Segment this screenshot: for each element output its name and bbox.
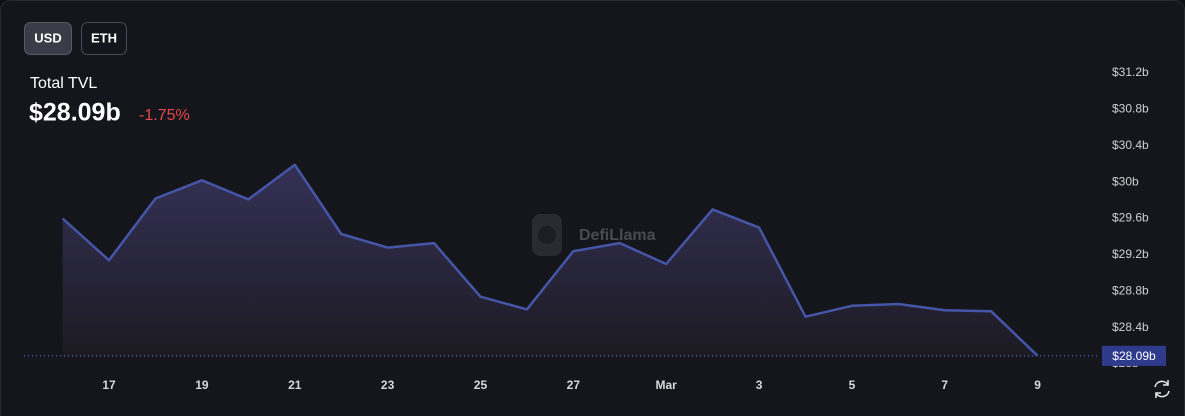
eth-label[interactable]: ETH [91, 30, 117, 45]
x-tick-label: 23 [381, 378, 395, 392]
x-tick-label: 17 [102, 378, 116, 392]
metric-title: Total TVL [30, 75, 97, 92]
line [61, 163, 1039, 357]
x-tick-label: 21 [288, 378, 302, 392]
y-tick-label: $29.6b [1112, 211, 1149, 225]
x-tick-label: Mar [656, 378, 678, 392]
refresh-icon[interactable] [1154, 380, 1170, 398]
y-tick-label: $30b [1112, 174, 1139, 188]
watermark: DefiLlama [532, 214, 656, 256]
current-value-badge [1102, 345, 1166, 366]
metric-change: -1.75% [139, 107, 190, 124]
y-tick-label: $28.4b [1112, 320, 1149, 334]
current-value-label: $28.09b [1112, 349, 1156, 363]
x-tick-label: 5 [849, 378, 856, 392]
x-tick-label: 7 [941, 378, 948, 392]
metric-value: $28.09b [29, 99, 121, 127]
y-tick-label: $28.8b [1112, 283, 1149, 297]
area-fill [62, 164, 1038, 357]
y-tick-label: $30.4b [1112, 138, 1149, 152]
x-tick-label: 3 [756, 378, 763, 392]
usd-label[interactable]: USD [34, 30, 61, 45]
watermark-text: DefiLlama [579, 227, 656, 244]
x-tick-label: 27 [567, 378, 581, 392]
usd-button[interactable] [24, 22, 72, 55]
y-tick-label: $31.2b [1112, 65, 1149, 79]
x-tick-label: 19 [195, 378, 209, 392]
y-tick-label: $29.2b [1112, 247, 1149, 261]
y-tick-label: $30.8b [1112, 102, 1149, 116]
x-tick-label: 9 [1034, 378, 1041, 392]
x-tick-label: 25 [474, 378, 488, 392]
plot-area [61, 163, 1039, 357]
eth-button[interactable] [81, 22, 127, 55]
